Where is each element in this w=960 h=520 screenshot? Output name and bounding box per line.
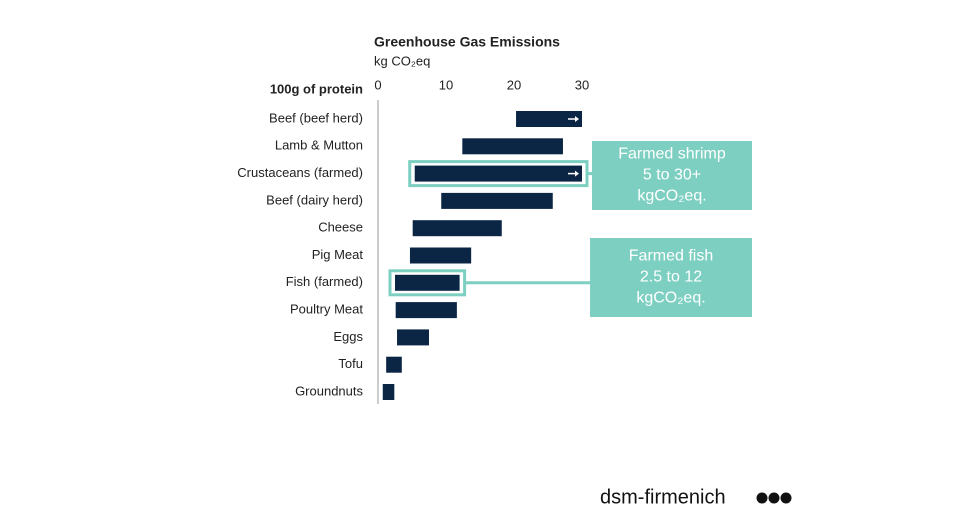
- y-tick-label: Crustaceans (farmed): [237, 165, 363, 180]
- x-tick-label: 30: [575, 77, 589, 92]
- bar: [395, 274, 460, 291]
- x-tick-label: 10: [439, 77, 453, 92]
- y-tick-label: Groundnuts: [295, 383, 363, 398]
- bar: [382, 384, 395, 400]
- y-tick-label: Eggs: [333, 329, 363, 344]
- chart-title: Greenhouse Gas Emissions: [374, 34, 560, 50]
- annotation-box: [592, 141, 752, 210]
- chart-subtitle: kg CO₂eq: [374, 53, 430, 68]
- y-tick-label: Pig Meat: [312, 247, 364, 262]
- annotation-text: kgCO₂eq.: [637, 188, 706, 205]
- annotation-text: kgCO₂eq.: [636, 290, 705, 307]
- row-header: 100g of protein: [270, 81, 363, 96]
- x-tick-label: 0: [374, 77, 381, 92]
- overflow-arrow-head: [575, 170, 579, 177]
- y-tick-label: Poultry Meat: [290, 302, 363, 317]
- annotation-box: [590, 238, 752, 317]
- bar: [462, 138, 563, 155]
- bar: [409, 247, 472, 264]
- bar: [386, 356, 402, 373]
- y-tick-label: Fish (farmed): [286, 274, 363, 289]
- x-tick-label: 20: [507, 77, 521, 92]
- bar: [441, 192, 553, 209]
- brand-dots: [756, 492, 792, 504]
- bar: [414, 165, 582, 182]
- annotation-text: 2.5 to 12: [640, 269, 702, 286]
- bar: [395, 302, 457, 319]
- bar: [412, 220, 502, 237]
- y-tick-label: Lamb & Mutton: [275, 138, 363, 153]
- y-tick-label: Beef (beef herd): [269, 110, 363, 125]
- y-tick-label: Beef (dairy herd): [266, 192, 363, 207]
- y-tick-label: Cheese: [318, 220, 363, 235]
- y-tick-label: Tofu: [338, 356, 363, 371]
- overflow-arrow-head: [575, 116, 579, 122]
- bar: [397, 329, 429, 346]
- annotation-text: Farmed fish: [629, 248, 713, 265]
- annotation-text: Farmed shrimp: [618, 146, 726, 163]
- bar: [516, 111, 582, 127]
- annotation-text: 5 to 30+: [643, 167, 701, 184]
- brand-logo: dsm-firmenich: [600, 486, 726, 508]
